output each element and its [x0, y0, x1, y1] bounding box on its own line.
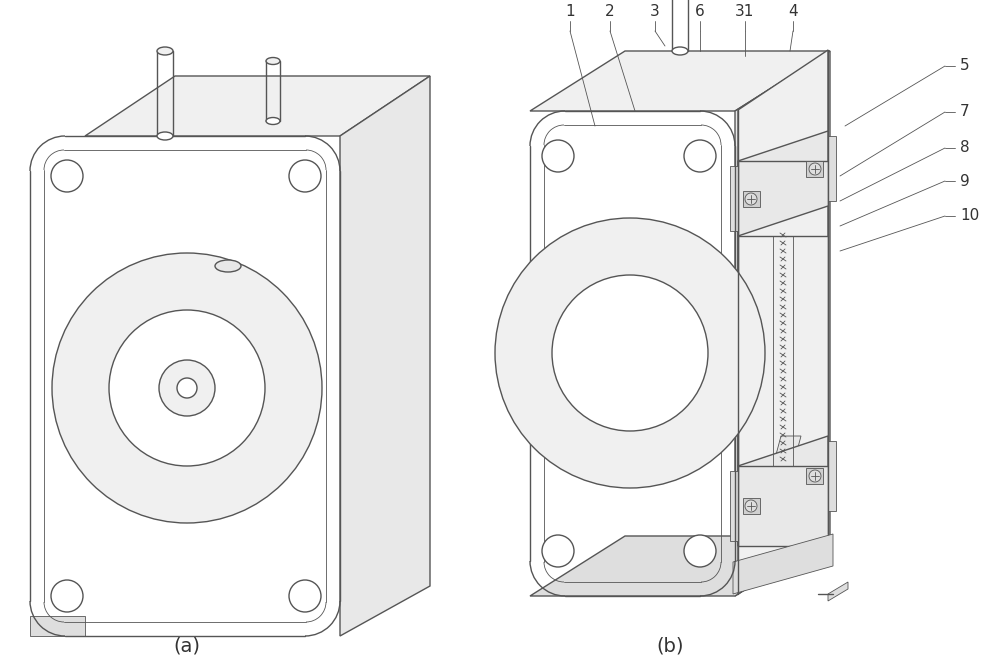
Circle shape — [552, 275, 708, 431]
Polygon shape — [730, 166, 738, 231]
Polygon shape — [738, 466, 828, 546]
Circle shape — [684, 535, 716, 567]
Polygon shape — [738, 131, 828, 236]
Polygon shape — [738, 206, 828, 466]
Ellipse shape — [157, 132, 173, 140]
Polygon shape — [738, 50, 828, 594]
Circle shape — [177, 378, 197, 398]
Polygon shape — [828, 582, 848, 601]
Polygon shape — [738, 236, 828, 466]
Polygon shape — [735, 51, 830, 596]
Text: 6: 6 — [695, 3, 705, 19]
Circle shape — [109, 310, 265, 466]
Text: 7: 7 — [960, 105, 970, 119]
Polygon shape — [340, 76, 430, 636]
Text: 31: 31 — [735, 3, 755, 19]
Polygon shape — [30, 136, 340, 636]
Circle shape — [809, 470, 821, 482]
Polygon shape — [828, 136, 836, 201]
Text: 5: 5 — [960, 59, 970, 73]
Ellipse shape — [266, 117, 280, 125]
Polygon shape — [828, 441, 836, 511]
Text: 4: 4 — [788, 3, 798, 19]
Polygon shape — [530, 536, 830, 596]
Ellipse shape — [157, 47, 173, 55]
Circle shape — [745, 500, 757, 512]
Polygon shape — [30, 616, 85, 636]
Circle shape — [542, 140, 574, 172]
Circle shape — [745, 193, 757, 205]
Circle shape — [495, 218, 765, 488]
Polygon shape — [30, 136, 340, 636]
Text: (b): (b) — [656, 637, 684, 655]
Polygon shape — [733, 534, 833, 594]
Polygon shape — [806, 468, 823, 484]
Polygon shape — [530, 111, 735, 596]
Polygon shape — [743, 191, 760, 207]
Circle shape — [159, 360, 215, 416]
Ellipse shape — [215, 260, 241, 272]
Text: 2: 2 — [605, 3, 615, 19]
Circle shape — [809, 163, 821, 175]
Polygon shape — [730, 471, 738, 541]
Text: (a): (a) — [174, 637, 200, 655]
Polygon shape — [743, 498, 760, 514]
Text: 8: 8 — [960, 141, 970, 155]
Polygon shape — [738, 161, 828, 236]
Polygon shape — [85, 76, 430, 136]
Text: 10: 10 — [960, 208, 979, 224]
Circle shape — [51, 160, 83, 192]
Polygon shape — [738, 436, 828, 546]
Circle shape — [289, 580, 321, 612]
Circle shape — [684, 140, 716, 172]
Text: 3: 3 — [650, 3, 660, 19]
Text: 9: 9 — [960, 174, 970, 188]
Polygon shape — [773, 436, 801, 466]
Circle shape — [51, 580, 83, 612]
Polygon shape — [806, 161, 823, 177]
Text: 1: 1 — [565, 3, 575, 19]
Circle shape — [289, 160, 321, 192]
Circle shape — [542, 535, 574, 567]
Ellipse shape — [266, 57, 280, 65]
Polygon shape — [530, 51, 830, 111]
Circle shape — [52, 253, 322, 523]
Ellipse shape — [672, 47, 688, 55]
